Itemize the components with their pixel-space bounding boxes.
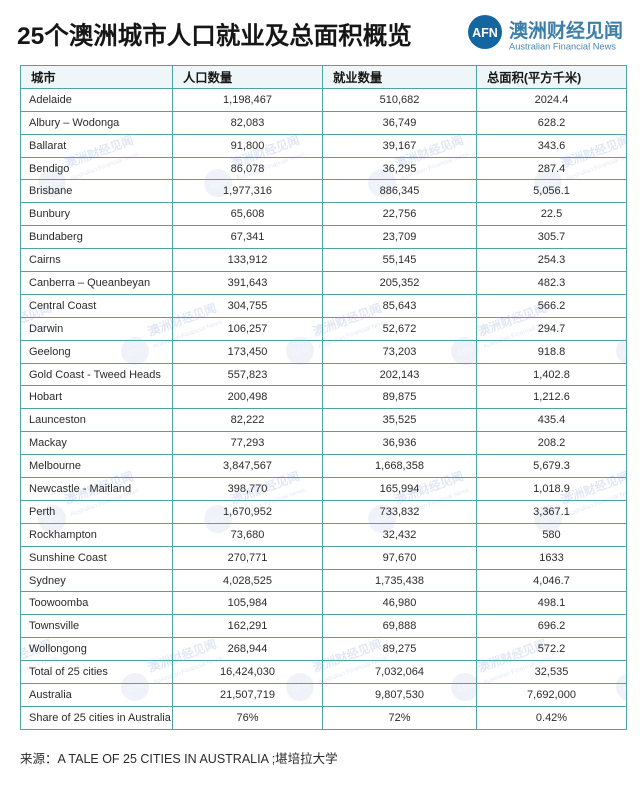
svg-text:澳洲财经见闻: 澳洲财经见闻 — [509, 19, 623, 42]
svg-text:Australian Financial News: Australian Financial News — [509, 42, 616, 52]
svg-text:AFN: AFN — [472, 26, 498, 40]
